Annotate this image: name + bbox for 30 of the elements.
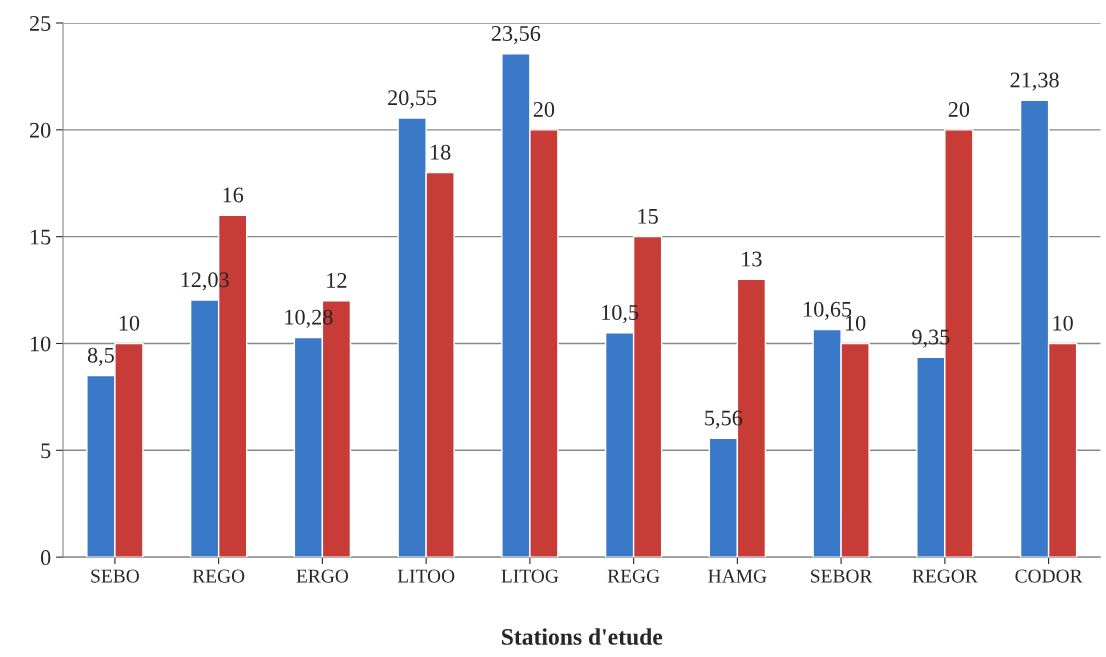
x-tick-label: CODOR	[1015, 569, 1083, 583]
data-label: 21,38	[1010, 72, 1059, 91]
y-tick-label: 15	[30, 229, 51, 245]
y-tick-label: 10	[30, 336, 51, 352]
data-label: 18	[430, 144, 451, 160]
data-label: 12	[327, 272, 347, 288]
x-tick-label: LITOG	[501, 569, 559, 583]
y-tick-label: 0	[40, 550, 51, 566]
x-tick-label: ERGO	[296, 569, 349, 583]
x-tick-label: HAMG	[708, 569, 767, 583]
data-label: 15	[638, 208, 658, 224]
x-tick-label: SEBOR	[811, 569, 873, 583]
x-tick-label: LITOO	[397, 569, 455, 583]
x-tick-label: REGOR	[912, 569, 978, 583]
y-tick-label: 20	[29, 122, 51, 138]
data-label: 16	[223, 187, 244, 203]
data-label: 23,56	[491, 25, 541, 45]
y-tick-label: 25	[29, 15, 51, 31]
data-label: 20	[948, 101, 970, 117]
data-label: 8,5	[87, 347, 114, 366]
data-label: 10	[1053, 315, 1073, 331]
y-tick-label: 5	[41, 443, 51, 459]
x-tick-label: SEBO	[91, 569, 139, 583]
x-axis-title: Stations d'etude	[502, 628, 663, 645]
data-label: 13	[742, 251, 762, 267]
data-label: 10	[119, 315, 140, 331]
x-tick-label: REGG	[607, 569, 660, 583]
x-tick-label: REGO	[192, 569, 245, 583]
data-label: 20	[533, 101, 555, 117]
data-label: 20,55	[388, 90, 437, 109]
